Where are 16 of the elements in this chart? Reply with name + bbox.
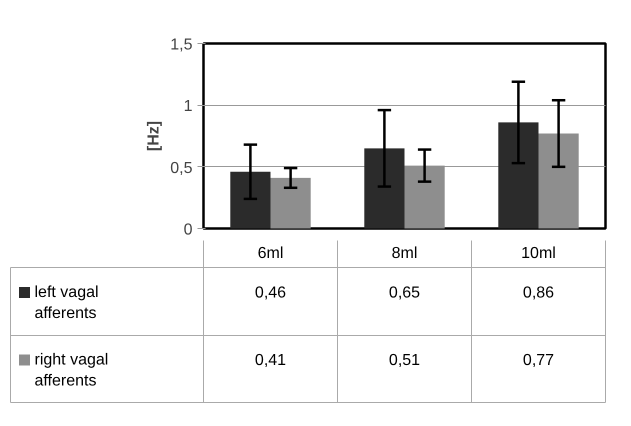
data-label: 0,77	[522, 352, 554, 369]
data-label: 0,46	[254, 284, 286, 302]
y-tick-label: 0,5	[170, 160, 193, 177]
legend-label: left vagal afferents	[34, 284, 99, 322]
x-tick-label: 8ml	[392, 245, 418, 262]
legend-label: right vagal afferents	[34, 352, 108, 390]
data-label: 0,65	[388, 284, 420, 302]
data-label: 0,86	[522, 284, 554, 302]
data-label: 0,41	[254, 352, 286, 369]
y-axis-title: [Hz]	[145, 120, 162, 152]
data-label: 0,51	[388, 352, 420, 369]
y-tick-label: 1	[184, 98, 193, 116]
x-tick-label: 6ml	[258, 245, 284, 262]
y-tick-label: 1,5	[170, 36, 193, 54]
x-tick-label: 10ml	[521, 245, 556, 262]
y-tick-label: 0	[184, 222, 193, 238]
